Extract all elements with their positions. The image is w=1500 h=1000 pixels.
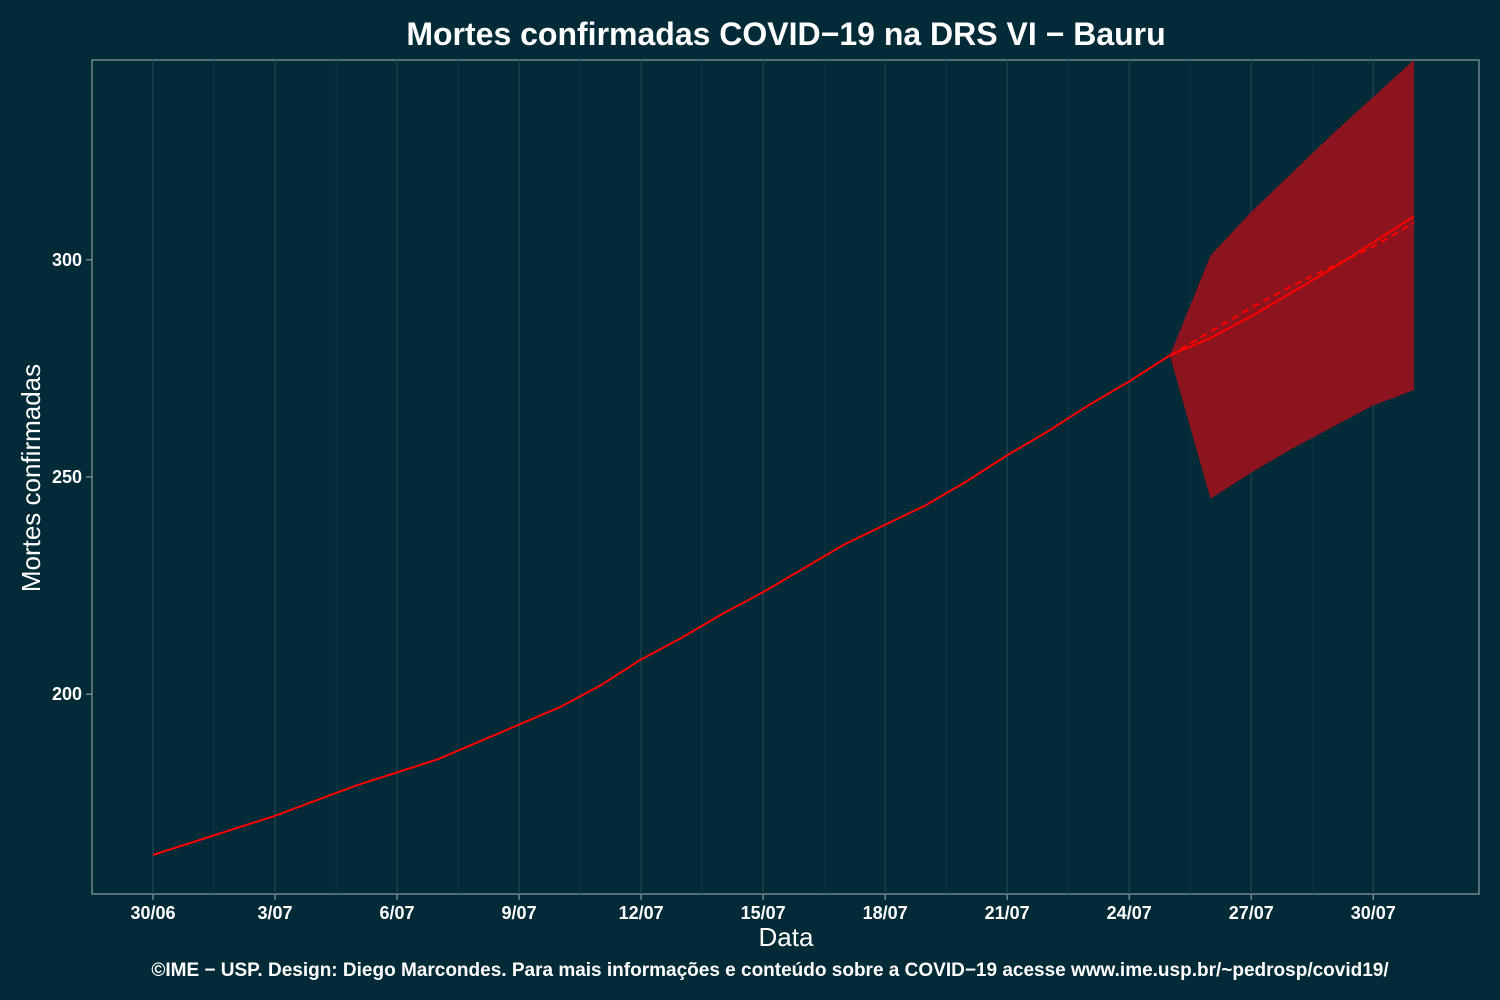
- forecast-solid-line: [1169, 215, 1415, 357]
- x-axis-ticks: 30/06 3/07 6/07 9/07 12/07 15/07 18/07 21/07 24/…: [130, 894, 1396, 923]
- y-axis-title: Mortes confirmadas: [16, 364, 46, 592]
- x-tick-label: 12/07: [619, 903, 664, 923]
- forecast-confidence-band: [1169, 60, 1414, 499]
- y-tick-label: 200: [52, 684, 82, 704]
- grid-lines: [152, 60, 1374, 894]
- chart-title: Mortes confirmadas COVID−19 na DRS VI − …: [406, 16, 1165, 52]
- series-lines-layer: [152, 215, 1415, 856]
- x-tick-label: 24/07: [1107, 903, 1152, 923]
- x-tick-label: 9/07: [502, 903, 537, 923]
- x-tick-label: 15/07: [741, 903, 786, 923]
- x-axis-title: Data: [759, 922, 814, 952]
- forecast-band-layer: [1169, 60, 1414, 499]
- x-tick-label: 3/07: [258, 903, 293, 923]
- x-tick-label: 18/07: [863, 903, 908, 923]
- x-tick-label: 30/06: [130, 903, 175, 923]
- y-axis-ticks: 200 250 300: [52, 250, 92, 704]
- y-tick-label: 250: [52, 467, 82, 487]
- x-tick-label: 21/07: [985, 903, 1030, 923]
- forecast-dashed-line: [1169, 222, 1415, 357]
- caption: ©IME − USP. Design: Diego Marcondes. Par…: [151, 960, 1389, 981]
- x-tick-label: 27/07: [1229, 903, 1274, 923]
- observed-deaths-line: [152, 354, 1171, 856]
- y-tick-label: 300: [52, 250, 82, 270]
- x-tick-label: 6/07: [380, 903, 415, 923]
- plot-panel: [91, 59, 1480, 895]
- x-tick-label: 30/07: [1351, 903, 1396, 923]
